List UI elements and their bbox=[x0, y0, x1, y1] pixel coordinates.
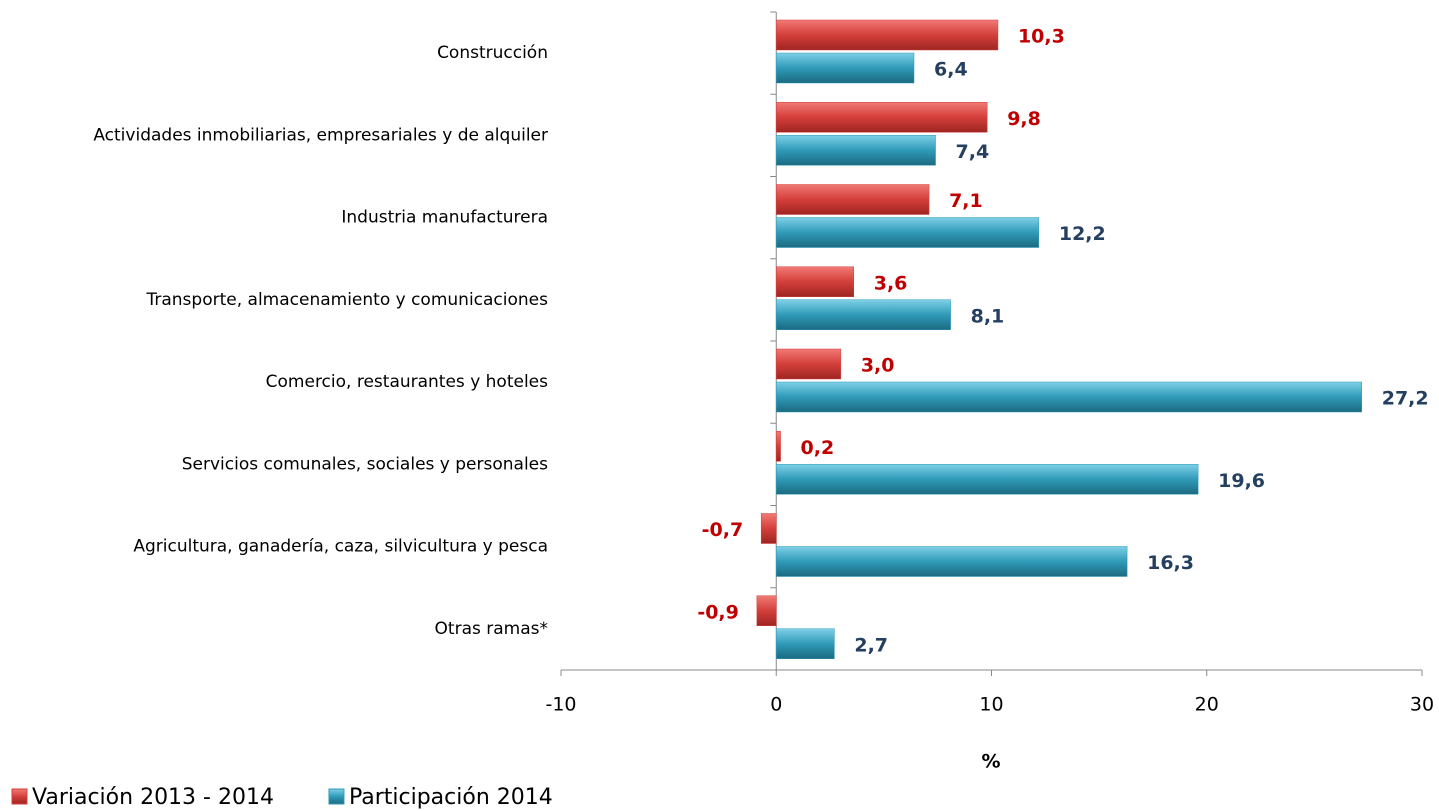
value-label: 10,3 bbox=[1018, 26, 1065, 48]
x-tick-label: 20 bbox=[1195, 694, 1219, 716]
value-label: 12,2 bbox=[1059, 223, 1106, 245]
bar bbox=[776, 348, 842, 380]
value-label: 6,4 bbox=[934, 59, 968, 81]
bar bbox=[776, 184, 930, 215]
bar bbox=[776, 217, 1040, 248]
bar bbox=[776, 19, 999, 51]
value-label: 3,6 bbox=[874, 272, 908, 294]
category-label: Transporte, almacenamiento y comunicacio… bbox=[145, 290, 548, 310]
x-tick-label: 0 bbox=[770, 694, 782, 716]
legend-swatch bbox=[11, 788, 28, 805]
bar bbox=[776, 299, 951, 330]
bar bbox=[776, 628, 835, 659]
bar bbox=[756, 595, 777, 626]
value-label: 7,4 bbox=[956, 141, 990, 163]
x-tick-label: 30 bbox=[1410, 694, 1434, 716]
bar bbox=[776, 102, 988, 133]
category-label: Actividades inmobiliarias, empresariales… bbox=[93, 125, 548, 145]
value-label: 2,7 bbox=[854, 634, 888, 656]
value-label: 16,3 bbox=[1147, 552, 1194, 574]
category-label: Comercio, restaurantes y hoteles bbox=[266, 372, 548, 392]
value-label: 8,1 bbox=[971, 305, 1005, 327]
bar bbox=[776, 431, 781, 462]
value-label: 19,6 bbox=[1218, 470, 1265, 492]
category-label: Agricultura, ganadería, caza, silvicultu… bbox=[133, 537, 548, 557]
category-label: Industria manufacturera bbox=[341, 208, 548, 228]
bar bbox=[776, 135, 936, 166]
x-tick-label: -10 bbox=[545, 694, 576, 716]
legend-label: Variación 2013 - 2014 bbox=[32, 785, 274, 810]
bar bbox=[760, 513, 777, 544]
bar bbox=[776, 546, 1128, 577]
value-label: 27,2 bbox=[1382, 388, 1429, 410]
bar bbox=[776, 52, 915, 84]
category-label: Servicios comunales, sociales y personal… bbox=[182, 454, 548, 474]
category-label: Construcción bbox=[437, 43, 548, 63]
value-label: -0,7 bbox=[702, 519, 744, 541]
value-label: 7,1 bbox=[949, 190, 983, 212]
value-label: 9,8 bbox=[1007, 108, 1041, 130]
x-tick-label: 10 bbox=[979, 694, 1003, 716]
x-axis-label: % bbox=[981, 751, 1000, 773]
category-label: Otras ramas* bbox=[435, 619, 548, 639]
value-label: -0,9 bbox=[697, 601, 739, 623]
bar bbox=[776, 266, 854, 297]
value-label: 0,2 bbox=[801, 437, 835, 459]
value-label: 3,0 bbox=[861, 355, 895, 377]
legend-label: Participación 2014 bbox=[349, 785, 553, 810]
bar bbox=[776, 464, 1199, 495]
bar bbox=[776, 381, 1362, 413]
legend-swatch bbox=[328, 788, 345, 805]
